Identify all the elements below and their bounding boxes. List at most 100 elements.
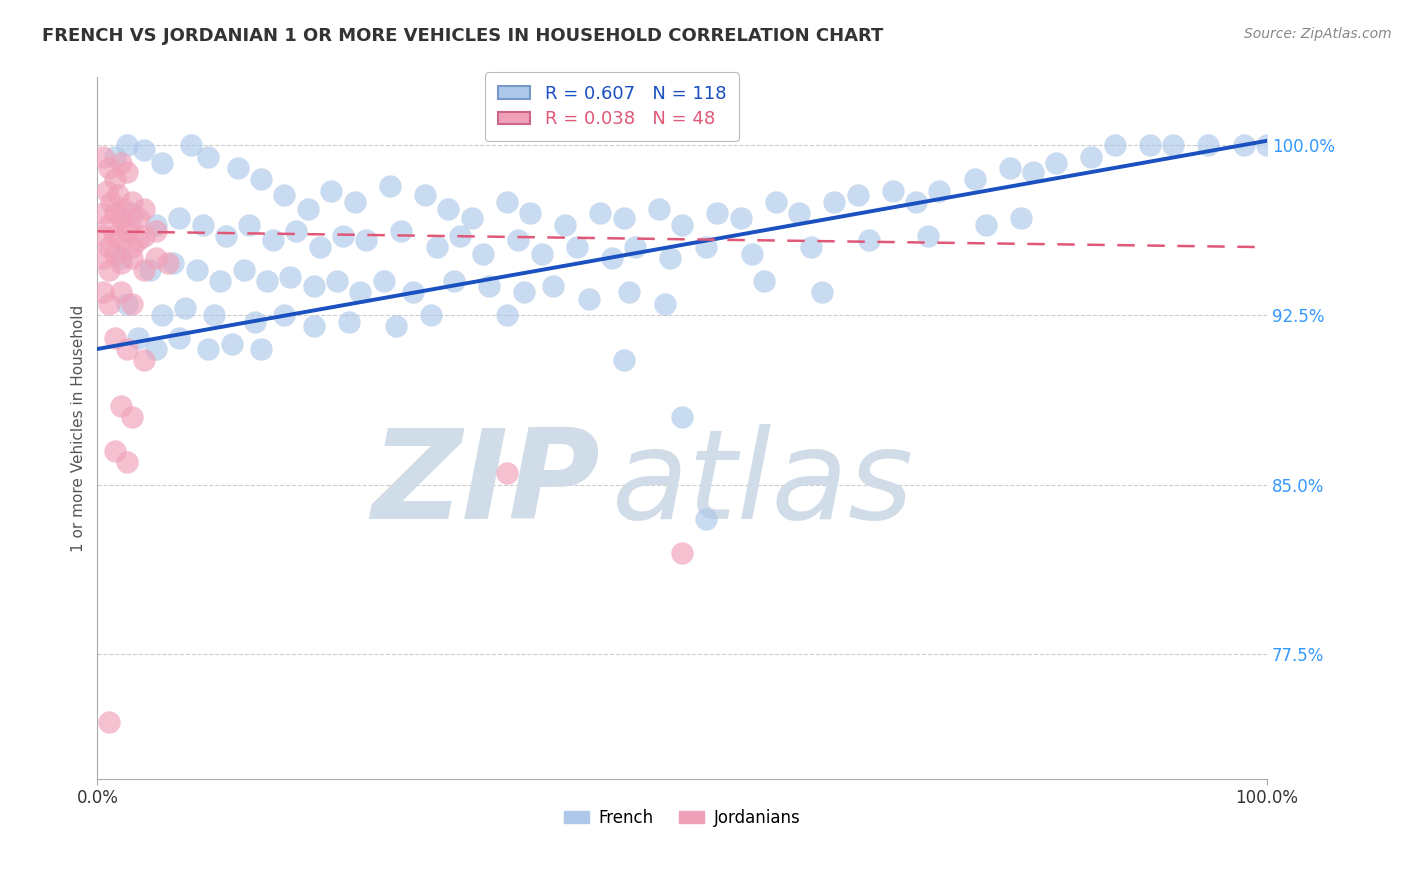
Point [671,546,693,560]
Point [145,224,167,238]
Point [765,194,787,209]
Point [449,228,471,243]
Point [1139,138,1161,153]
Point [245,315,267,329]
Point [730,211,752,225]
Point [495,467,517,481]
Point [695,240,717,254]
Point [297,202,319,216]
Point [1256,138,1278,153]
Text: atlas: atlas [612,424,914,545]
Point [127,233,149,247]
Point [98,161,121,175]
Point [402,285,425,300]
Point [706,206,728,220]
Point [115,165,138,179]
Point [121,409,143,424]
Point [139,262,162,277]
Point [302,319,325,334]
Point [127,211,149,225]
Point [91,285,114,300]
Point [752,274,775,288]
Point [589,206,612,220]
Point [308,240,330,254]
Text: Source: ZipAtlas.com: Source: ZipAtlas.com [1244,27,1392,41]
Point [554,218,576,232]
Point [115,455,138,469]
Point [121,296,143,310]
Point [134,143,156,157]
Point [167,331,190,345]
Point [156,256,179,270]
Point [100,194,122,209]
Point [226,161,249,175]
Point [460,211,482,225]
Point [905,194,928,209]
Point [256,274,278,288]
Point [110,285,132,300]
Point [134,202,156,216]
Point [215,228,238,243]
Point [613,211,636,225]
Point [115,342,138,356]
Point [513,285,536,300]
Point [145,252,167,266]
Point [121,240,143,254]
Point [150,156,173,170]
Point [495,194,517,209]
Point [134,228,156,243]
Point [671,218,693,232]
Point [91,206,114,220]
Point [413,188,436,202]
Point [104,331,127,345]
Point [974,218,997,232]
Point [384,319,406,334]
Point [127,331,149,345]
Point [530,247,553,261]
Point [104,206,127,220]
Point [262,233,284,247]
Point [121,206,143,220]
Point [349,285,371,300]
Point [232,262,254,277]
Point [91,252,114,266]
Point [619,285,641,300]
Point [174,301,197,316]
Point [811,285,834,300]
Text: FRENCH VS JORDANIAN 1 OR MORE VEHICLES IN HOUSEHOLD CORRELATION CHART: FRENCH VS JORDANIAN 1 OR MORE VEHICLES I… [42,27,883,45]
Point [197,150,219,164]
Point [391,224,413,238]
Point [495,308,517,322]
Point [356,233,378,247]
Point [326,274,349,288]
Point [104,172,127,186]
Point [443,274,465,288]
Point [91,150,114,164]
Point [519,206,541,220]
Point [150,308,173,322]
Point [104,228,127,243]
Point [543,278,565,293]
Point [145,342,167,356]
Point [167,211,190,225]
Point [882,184,904,198]
Point [250,172,273,186]
Point [145,218,167,232]
Point [373,274,395,288]
Point [1080,150,1102,164]
Point [1045,156,1067,170]
Point [671,409,693,424]
Point [624,240,647,254]
Point [110,211,132,225]
Point [221,337,243,351]
Point [98,218,121,232]
Point [134,353,156,368]
Point [186,262,208,277]
Point [110,399,132,413]
Point [104,150,127,164]
Point [419,308,441,322]
Point [1232,138,1254,153]
Point [91,228,114,243]
Point [578,292,600,306]
Point [600,252,623,266]
